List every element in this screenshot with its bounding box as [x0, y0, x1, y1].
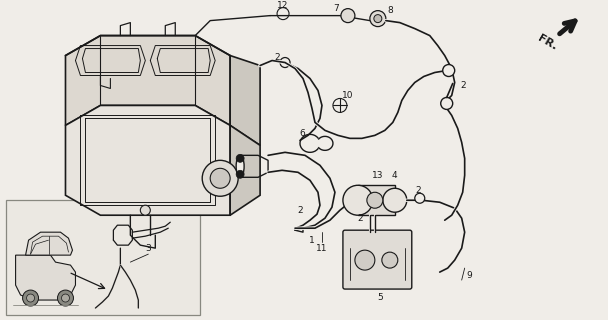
Circle shape [343, 185, 373, 215]
Circle shape [22, 290, 38, 306]
Circle shape [58, 290, 74, 306]
Text: 13: 13 [372, 171, 384, 180]
Circle shape [355, 250, 375, 270]
Text: 6: 6 [299, 129, 305, 138]
Circle shape [443, 65, 455, 76]
Text: 2: 2 [297, 206, 303, 215]
Circle shape [140, 205, 150, 215]
Circle shape [27, 294, 35, 302]
Polygon shape [26, 232, 72, 255]
Text: 3: 3 [145, 244, 151, 253]
Polygon shape [230, 125, 260, 215]
Polygon shape [16, 255, 75, 300]
Circle shape [382, 252, 398, 268]
Circle shape [415, 193, 425, 203]
Circle shape [61, 294, 69, 302]
Text: 12: 12 [277, 1, 289, 10]
Circle shape [202, 160, 238, 196]
Circle shape [280, 58, 290, 68]
Circle shape [333, 99, 347, 112]
Text: 10: 10 [342, 91, 354, 100]
Circle shape [341, 9, 355, 23]
Circle shape [277, 8, 289, 20]
Bar [5, 200, 200, 315]
Polygon shape [66, 105, 230, 215]
Text: 11: 11 [316, 244, 328, 253]
Polygon shape [358, 185, 395, 215]
Text: 2: 2 [274, 53, 280, 62]
Circle shape [383, 188, 407, 212]
FancyBboxPatch shape [343, 230, 412, 289]
Text: 2: 2 [415, 186, 421, 195]
Polygon shape [66, 36, 230, 125]
Circle shape [370, 11, 386, 27]
Text: FR.: FR. [536, 33, 559, 52]
Text: 4: 4 [392, 171, 398, 180]
Circle shape [236, 154, 244, 162]
Polygon shape [230, 56, 260, 145]
Circle shape [210, 168, 230, 188]
Text: 1: 1 [309, 236, 315, 245]
Ellipse shape [236, 155, 244, 177]
Text: 2: 2 [357, 214, 363, 223]
Circle shape [367, 192, 383, 208]
Circle shape [441, 98, 453, 109]
Circle shape [374, 15, 382, 23]
Circle shape [236, 170, 244, 178]
Text: 2: 2 [460, 81, 466, 90]
Text: 8: 8 [387, 6, 393, 15]
Text: 5: 5 [377, 292, 382, 301]
Text: 7: 7 [333, 4, 339, 13]
Text: 9: 9 [467, 271, 472, 280]
